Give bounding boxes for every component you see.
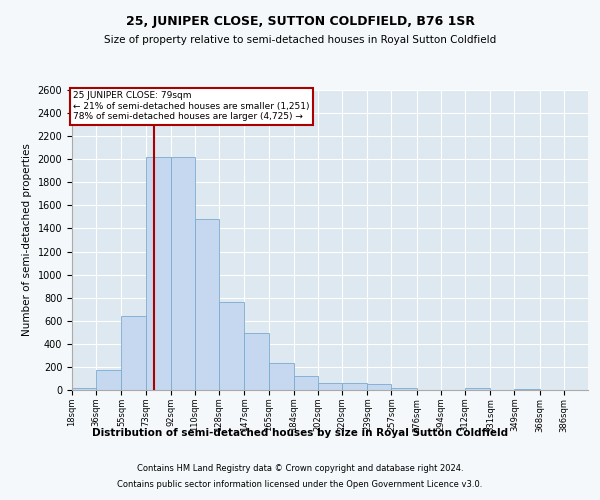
Bar (294, 376, 318, 390)
Bar (269, 363, 294, 390)
Text: Size of property relative to semi-detached houses in Royal Sutton Coldfield: Size of property relative to semi-detach… (104, 35, 496, 45)
Bar (219, 302, 244, 390)
Bar (72, 388, 96, 390)
Text: Distribution of semi-detached houses by size in Royal Sutton Coldfield: Distribution of semi-detached houses by … (92, 428, 508, 438)
Text: 25 JUNIPER CLOSE: 79sqm
← 21% of semi-detached houses are smaller (1,251)
78% of: 25 JUNIPER CLOSE: 79sqm ← 21% of semi-de… (73, 91, 310, 121)
Bar (391, 388, 417, 390)
Y-axis label: Number of semi-detached properties: Number of semi-detached properties (22, 144, 32, 336)
Bar (146, 157, 171, 390)
Text: Contains public sector information licensed under the Open Government Licence v3: Contains public sector information licen… (118, 480, 482, 489)
Text: Contains HM Land Registry data © Crown copyright and database right 2024.: Contains HM Land Registry data © Crown c… (137, 464, 463, 473)
Bar (121, 316, 146, 390)
Bar (244, 334, 269, 390)
Bar (514, 389, 540, 390)
Text: 25, JUNIPER CLOSE, SUTTON COLDFIELD, B76 1SR: 25, JUNIPER CLOSE, SUTTON COLDFIELD, B76… (125, 15, 475, 28)
Bar (171, 157, 195, 390)
Bar (96, 370, 121, 390)
Bar (465, 388, 490, 390)
Bar (318, 382, 342, 390)
Bar (367, 384, 391, 390)
Bar (342, 382, 367, 390)
Bar (195, 219, 219, 390)
